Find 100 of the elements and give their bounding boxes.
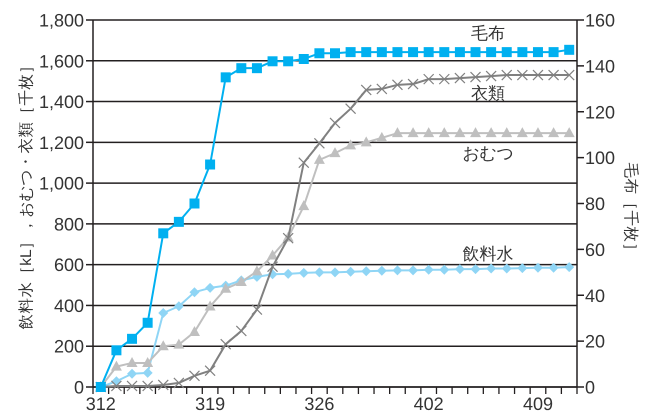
point bbox=[345, 103, 356, 114]
point bbox=[174, 216, 184, 227]
y-tick-label: 400 bbox=[54, 296, 84, 316]
x-tick-label: 409 bbox=[522, 394, 553, 414]
point bbox=[360, 136, 372, 146]
point bbox=[564, 44, 574, 55]
point bbox=[454, 127, 466, 138]
point bbox=[220, 72, 231, 82]
x-tick-label: 326 bbox=[304, 394, 334, 414]
point bbox=[188, 370, 200, 382]
point bbox=[517, 263, 528, 274]
point bbox=[470, 47, 481, 58]
point bbox=[376, 83, 388, 95]
y2-axis-title: 毛布［千枚］ bbox=[622, 162, 640, 258]
point bbox=[346, 47, 356, 58]
point bbox=[266, 261, 278, 272]
point bbox=[127, 368, 138, 379]
point bbox=[470, 264, 481, 274]
point bbox=[220, 338, 232, 350]
x-tick-label: 312 bbox=[86, 394, 116, 414]
point bbox=[454, 264, 465, 274]
point bbox=[126, 356, 138, 367]
point bbox=[516, 69, 528, 81]
point bbox=[110, 380, 122, 392]
point bbox=[298, 54, 309, 64]
point bbox=[454, 72, 466, 84]
point bbox=[470, 127, 482, 138]
point bbox=[111, 345, 122, 356]
point bbox=[330, 267, 340, 278]
series-label: おむつ bbox=[462, 144, 514, 164]
point bbox=[298, 200, 310, 210]
point bbox=[188, 326, 200, 336]
series-label: 飲料水 bbox=[462, 244, 514, 264]
point bbox=[142, 380, 154, 392]
point bbox=[252, 63, 262, 74]
point bbox=[502, 47, 512, 58]
point bbox=[173, 338, 184, 349]
point bbox=[158, 228, 168, 238]
point bbox=[361, 47, 372, 58]
y-axis-title: 飲料水［kL］，おむつ・衣類［千枚］ bbox=[17, 57, 35, 330]
point bbox=[438, 127, 450, 138]
y2-tick-label: 0 bbox=[585, 378, 596, 398]
x-tick-label: 319 bbox=[195, 394, 226, 414]
point bbox=[407, 78, 419, 90]
point bbox=[314, 154, 325, 164]
point bbox=[205, 282, 216, 293]
point bbox=[564, 127, 575, 138]
point bbox=[126, 380, 138, 392]
point bbox=[408, 47, 418, 58]
y2-tick-label: 20 bbox=[585, 332, 606, 352]
point bbox=[236, 63, 246, 74]
point bbox=[267, 249, 278, 260]
series-label: 毛布 bbox=[471, 24, 506, 44]
point bbox=[532, 69, 544, 81]
point bbox=[532, 262, 543, 273]
y-tick-label: 1,200 bbox=[38, 132, 84, 153]
point bbox=[298, 268, 309, 278]
point bbox=[314, 267, 324, 278]
y-tick-label: 1,600 bbox=[38, 51, 84, 72]
point bbox=[486, 47, 496, 58]
y-tick-label: 800 bbox=[54, 214, 84, 234]
point bbox=[283, 56, 294, 66]
y2-tick-label: 40 bbox=[585, 286, 606, 306]
point bbox=[502, 264, 512, 274]
y2-tick-label: 120 bbox=[585, 102, 616, 122]
point bbox=[127, 334, 138, 344]
point bbox=[392, 79, 404, 90]
point bbox=[236, 325, 247, 337]
y2-tick-label: 160 bbox=[585, 10, 616, 30]
point bbox=[392, 265, 402, 276]
point bbox=[268, 56, 278, 66]
point bbox=[516, 127, 528, 138]
point bbox=[158, 308, 168, 318]
y-tick-label: 200 bbox=[54, 336, 84, 357]
point bbox=[204, 365, 216, 376]
point bbox=[564, 69, 575, 81]
point bbox=[142, 356, 154, 367]
point bbox=[392, 127, 403, 138]
point bbox=[376, 47, 387, 58]
point bbox=[204, 300, 216, 310]
y-tick-label: 600 bbox=[54, 255, 84, 276]
point bbox=[251, 265, 262, 276]
point bbox=[424, 47, 434, 58]
point bbox=[298, 157, 310, 168]
point bbox=[283, 268, 294, 279]
point bbox=[454, 47, 465, 58]
point bbox=[486, 127, 497, 138]
point bbox=[548, 69, 560, 81]
y-tick-label: 1,400 bbox=[38, 92, 84, 112]
point bbox=[314, 138, 325, 149]
point bbox=[346, 266, 356, 277]
point bbox=[330, 48, 340, 58]
point bbox=[408, 127, 419, 138]
point bbox=[408, 265, 418, 276]
point bbox=[501, 69, 512, 81]
point bbox=[486, 264, 496, 274]
point bbox=[158, 340, 169, 350]
point bbox=[548, 127, 560, 138]
point bbox=[174, 301, 184, 312]
point bbox=[142, 368, 153, 378]
